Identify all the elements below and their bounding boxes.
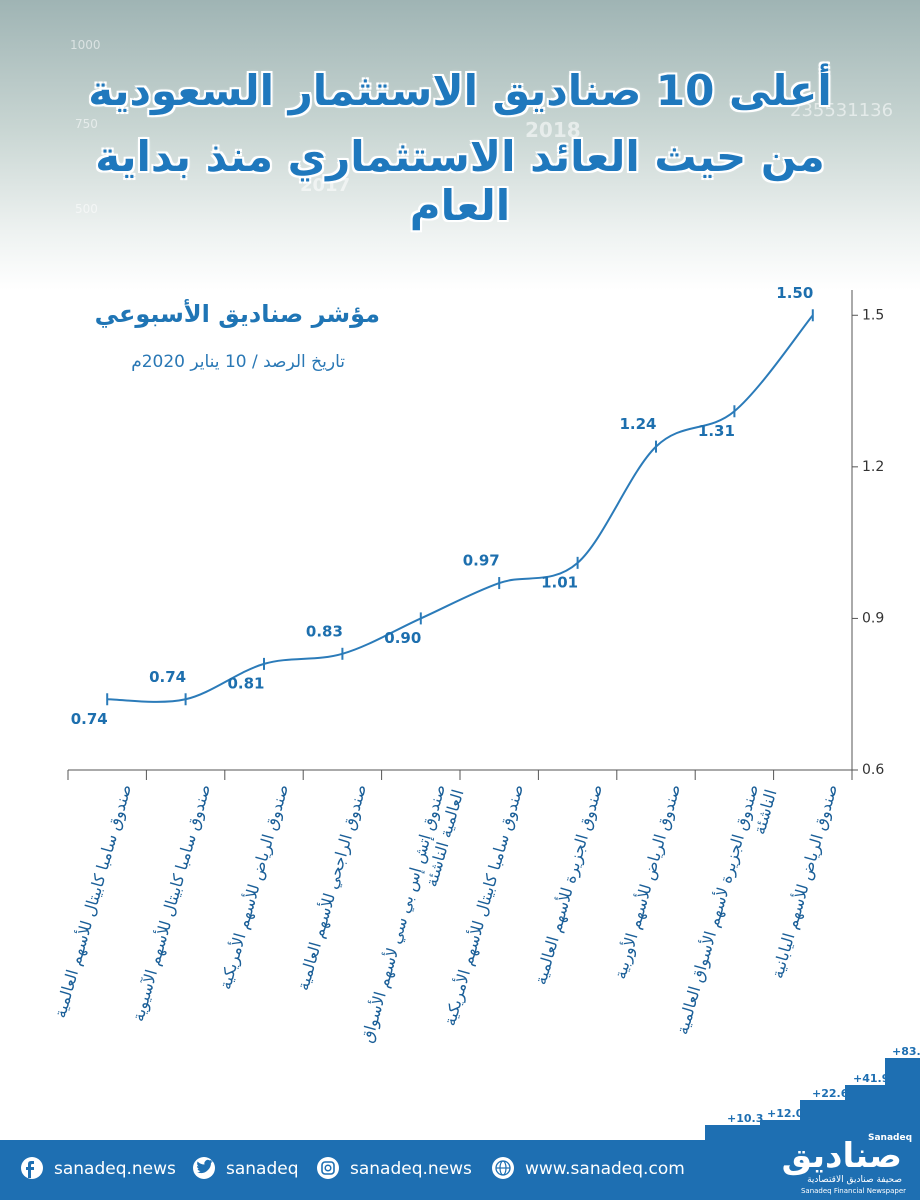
step-label: +22.6 <box>812 1087 849 1100</box>
chart-title: مؤشر صناديق الأسبوعي <box>94 300 380 328</box>
value-label: 0.74 <box>71 710 108 728</box>
value-label: 0.74 <box>149 668 186 686</box>
bg-label: 1000 <box>70 38 101 52</box>
bg-label: 500 <box>75 202 98 216</box>
value-label: 0.81 <box>227 674 264 692</box>
value-label: 0.90 <box>384 629 421 647</box>
y-tick-label: 0.9 <box>862 610 884 626</box>
footer-link[interactable]: www.sanadeq.com <box>525 1159 685 1179</box>
logo-en: Sanadeq <box>868 1133 913 1143</box>
footer <box>0 1140 920 1200</box>
value-label: 1.50 <box>776 284 813 302</box>
bg-label: 750 <box>75 117 98 131</box>
value-label: 0.97 <box>463 552 500 570</box>
logo-tagline-en: Sanadeq Financial Newspaper <box>800 1187 906 1195</box>
bg-label: 2017 <box>300 175 351 196</box>
bg-label: 2018 <box>525 118 581 142</box>
step-label: +41.9 <box>853 1072 890 1085</box>
logo: صناديق <box>781 1136 902 1176</box>
step-label: +10.3 <box>727 1112 764 1125</box>
logo-tagline: صحيفة صناديق الاقتصادية <box>807 1175 902 1185</box>
title-line: من حيث العائد الاستثماري منذ بداية العام <box>95 132 825 230</box>
y-tick-label: 1.2 <box>862 459 884 475</box>
value-label: 1.31 <box>698 422 735 440</box>
step-label: +12.0 <box>767 1107 804 1120</box>
title-line: أعلى 10 صناديق الاستثمار السعودية <box>88 66 832 115</box>
value-label: 1.24 <box>619 415 656 433</box>
step-label: +83.0 <box>892 1045 920 1058</box>
value-label: 1.01 <box>541 573 578 591</box>
chart-subtitle: تاريخ الرصد / 10 يناير 2020م <box>131 352 345 372</box>
value-label: 0.83 <box>306 622 343 640</box>
y-tick-label: 1.5 <box>862 307 884 323</box>
footer-link[interactable]: sanadeq <box>226 1159 299 1179</box>
footer-link[interactable]: sanadeq.news <box>54 1159 176 1179</box>
header: 1000 750 500 2018 2017 235531136 أعلى 10… <box>0 0 920 290</box>
line <box>107 314 814 703</box>
footer-link[interactable]: sanadeq.news <box>350 1159 472 1179</box>
steps-graphic <box>705 1058 920 1140</box>
bg-label: 235531136 <box>790 100 894 121</box>
y-tick-label: 0.6 <box>862 762 884 778</box>
